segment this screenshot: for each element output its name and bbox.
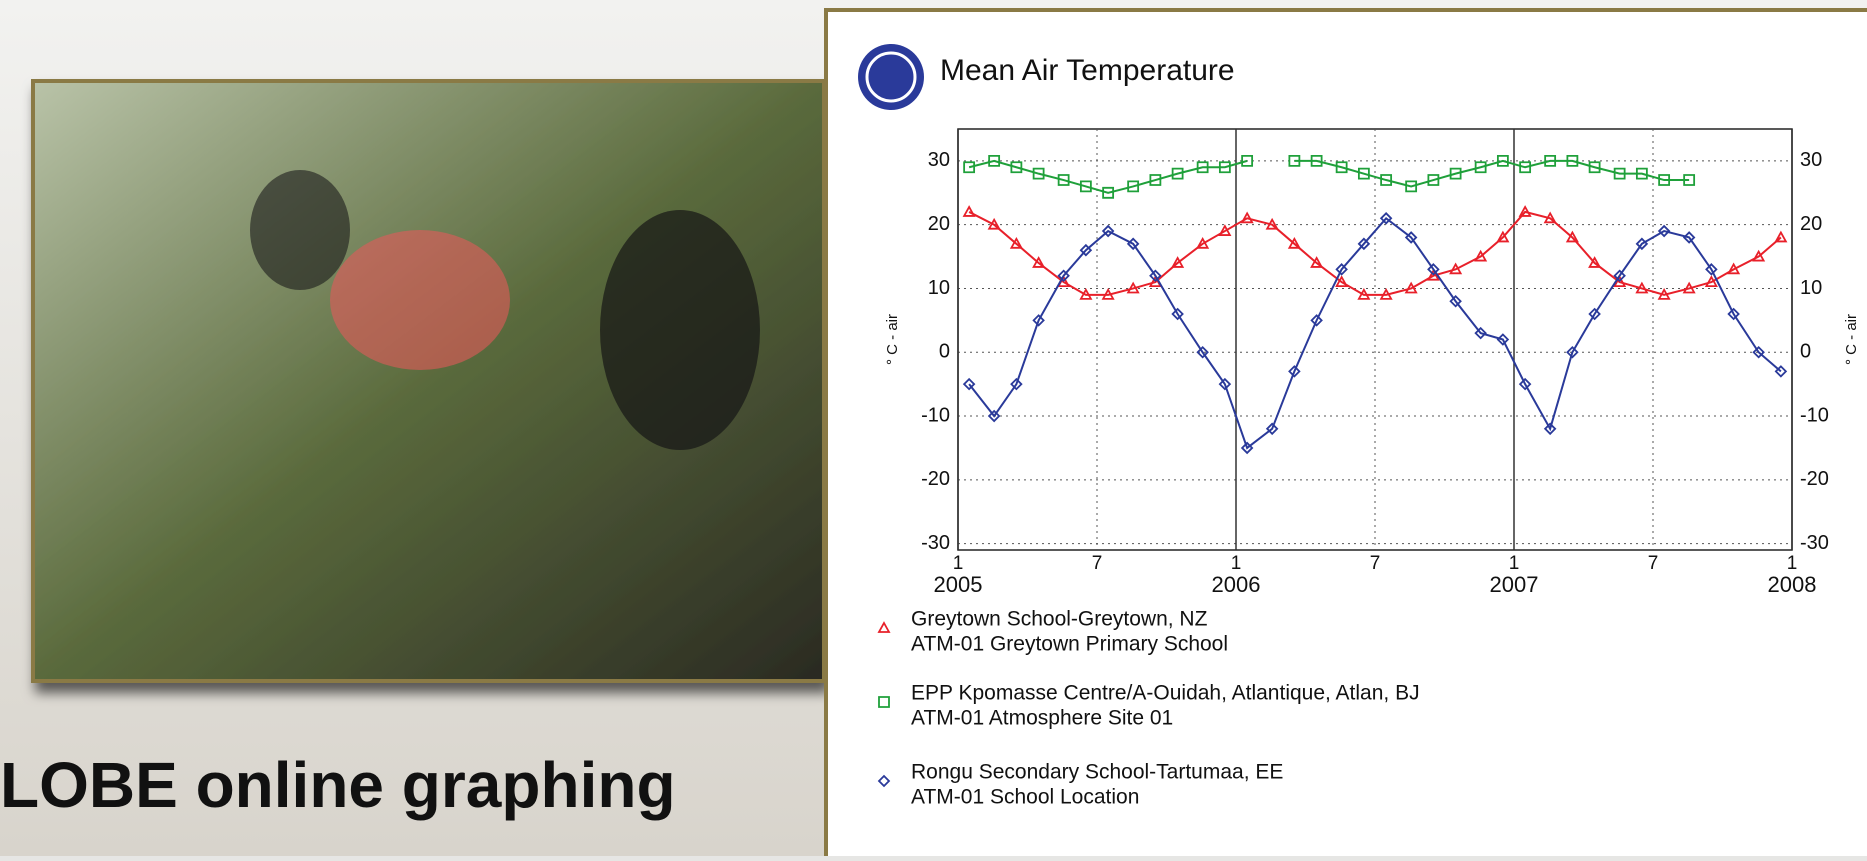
legend-name: Rongu Secondary School-Tartumaa, EE (911, 761, 1283, 784)
y-tick-label: 0 (939, 341, 950, 363)
chart-title: Mean Air Temperature (940, 54, 1235, 87)
x-tick-year: 2005 (934, 572, 983, 597)
legend-name: EPP Kpomasse Centre/A-Ouidah, Atlantique… (911, 682, 1420, 705)
x-tick-year: 2006 (1212, 572, 1261, 597)
y2-tick-label: -30 (1800, 532, 1829, 554)
y-tick-label: -20 (921, 468, 950, 490)
y-tick-label: -30 (921, 532, 950, 554)
y2-axis-label: ° C - air (1843, 314, 1860, 365)
photo-detail (600, 210, 760, 450)
slide-heading: LOBE online graphing (0, 749, 676, 821)
x-tick-label: 7 (1370, 553, 1381, 574)
y2-tick-label: 0 (1800, 341, 1811, 363)
x-tick-year: 2008 (1768, 572, 1817, 597)
photo-detail (250, 170, 350, 290)
x-tick-label: 7 (1092, 553, 1103, 574)
x-tick-label: 7 (1648, 553, 1659, 574)
y-tick-label: -10 (921, 404, 950, 426)
y2-tick-label: 30 (1800, 149, 1822, 171)
legend-site: ATM-01 Greytown Primary School (911, 633, 1228, 656)
legend-name: Greytown School-Greytown, NZ (911, 608, 1208, 631)
page: LOBE online graphing Mean Air Temperatur… (0, 0, 1867, 856)
legend-site: ATM-01 Atmosphere Site 01 (911, 707, 1173, 730)
y2-tick-label: -20 (1800, 468, 1829, 490)
slide: LOBE online graphing Mean Air Temperatur… (0, 0, 1867, 856)
y2-tick-label: -10 (1800, 404, 1829, 426)
legend-site: ATM-01 School Location (911, 786, 1139, 809)
y-tick-label: 20 (928, 213, 950, 235)
y2-tick-label: 20 (1800, 213, 1822, 235)
x-tick-year: 2007 (1490, 572, 1539, 597)
y-tick-label: 30 (928, 149, 950, 171)
y2-tick-label: 10 (1800, 277, 1822, 299)
photo-detail (330, 230, 510, 370)
y-tick-label: 10 (928, 277, 950, 299)
y-axis-label: ° C - air (884, 314, 901, 365)
